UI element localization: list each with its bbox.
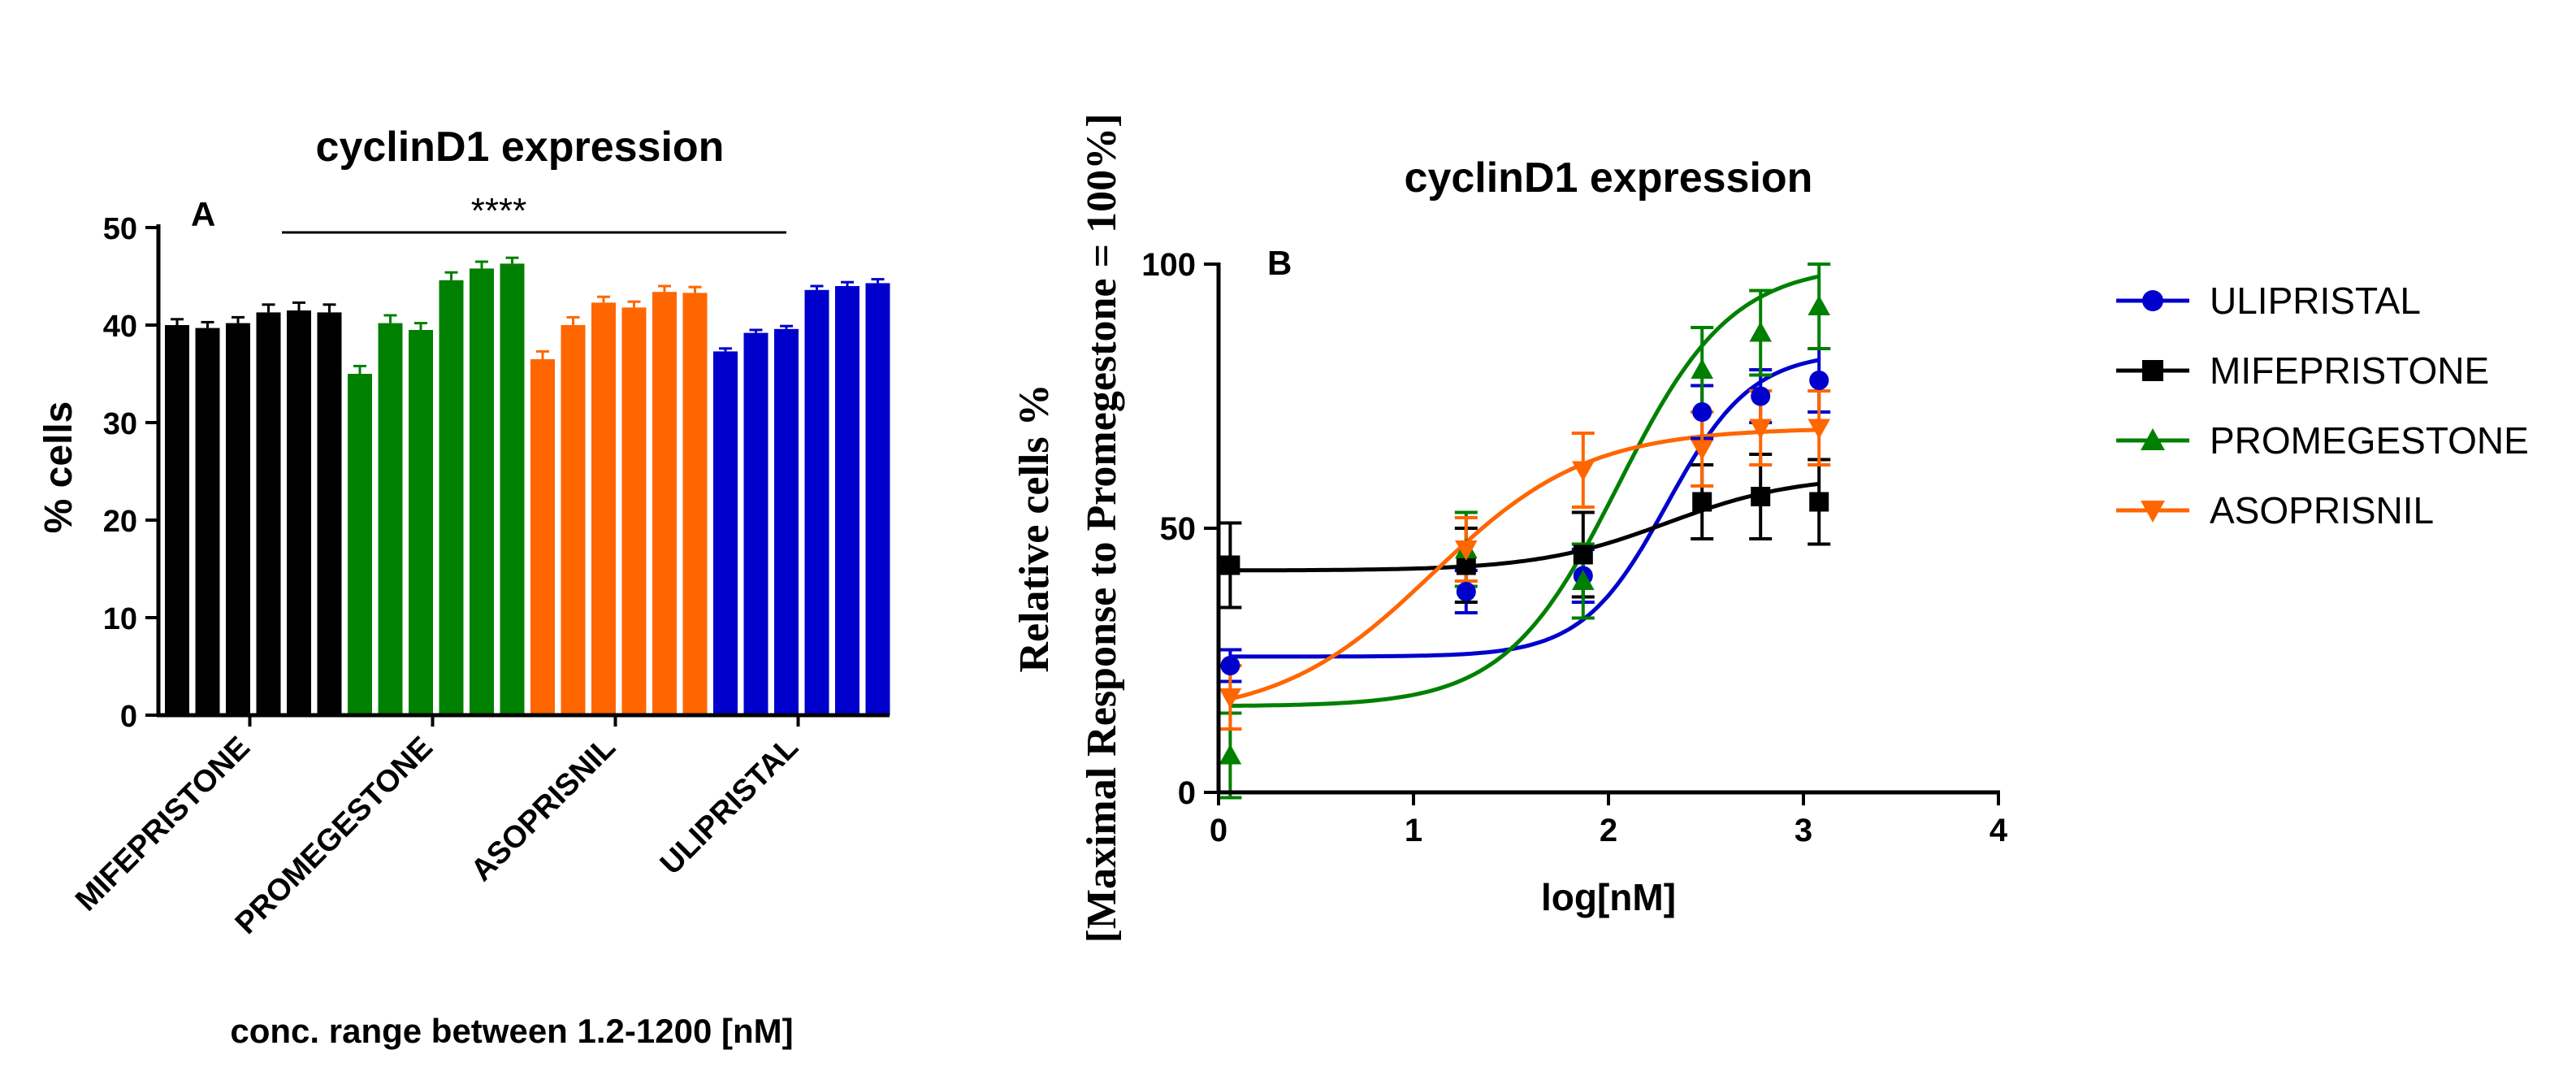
data-point bbox=[1692, 492, 1712, 512]
data-point bbox=[1809, 492, 1829, 512]
legend-label: ULIPRISTAL bbox=[2210, 280, 2421, 322]
fit-curve bbox=[1230, 358, 1820, 659]
data-point bbox=[1219, 744, 1242, 765]
legend-marker bbox=[2142, 290, 2163, 311]
bar bbox=[500, 263, 525, 715]
y-tick-label: 50 bbox=[103, 212, 137, 246]
x-tick-label: 3 bbox=[1795, 813, 1812, 848]
bar bbox=[439, 280, 464, 715]
x-tick-label: ULIPRISTAL bbox=[654, 731, 805, 882]
legend-label: PROMEGESTONE bbox=[2210, 419, 2529, 462]
x-tick-label: 1 bbox=[1405, 813, 1422, 848]
panel-b-title: cyclinD1 expression bbox=[1405, 154, 1813, 202]
y-tick-label: 30 bbox=[103, 407, 137, 441]
bar bbox=[195, 328, 220, 715]
legend-label: ASOPRISNIL bbox=[2210, 489, 2434, 531]
panel-b-ylabel-line2: [Maximal Response to Promegestone = 100%… bbox=[1079, 114, 1125, 944]
data-point bbox=[1749, 321, 1772, 342]
bar bbox=[409, 330, 433, 715]
panel-b-label: B bbox=[1267, 244, 1292, 282]
bar bbox=[561, 325, 586, 715]
x-tick-label: 4 bbox=[1989, 813, 2008, 848]
legend-marker bbox=[2141, 501, 2165, 523]
bar bbox=[743, 332, 768, 715]
data-point bbox=[1220, 656, 1240, 675]
bar bbox=[348, 374, 372, 715]
panel-b-ylabel-line1: Relative cells % bbox=[1011, 384, 1058, 672]
y-tick-label: 50 bbox=[1160, 511, 1197, 547]
x-tick-label: 0 bbox=[1210, 813, 1227, 848]
bar bbox=[287, 310, 311, 715]
x-tick-label: ASOPRISNIL bbox=[465, 731, 622, 888]
bar bbox=[317, 312, 342, 715]
y-tick-label: 10 bbox=[103, 602, 137, 636]
bar bbox=[865, 283, 890, 715]
panel-b-xlabel: log[nM] bbox=[1541, 876, 1676, 918]
data-point bbox=[1455, 540, 1478, 561]
bar bbox=[256, 312, 281, 715]
y-tick-label: 0 bbox=[1178, 775, 1196, 811]
fit-curve bbox=[1229, 427, 1820, 701]
bar bbox=[470, 268, 494, 715]
bar bbox=[226, 323, 250, 715]
data-point bbox=[1751, 487, 1771, 506]
panel-b: cyclinD1 expression B Relative cells % [… bbox=[1011, 114, 2529, 944]
data-point bbox=[1749, 419, 1772, 440]
data-point bbox=[1219, 688, 1242, 709]
fit-curve bbox=[1230, 481, 1820, 573]
panel-a-title: cyclinD1 expression bbox=[316, 124, 725, 171]
bar bbox=[774, 328, 799, 715]
significance-label: **** bbox=[471, 191, 527, 231]
data-point bbox=[1572, 570, 1595, 591]
bar bbox=[682, 293, 708, 715]
data-point bbox=[1220, 555, 1240, 575]
data-point bbox=[1808, 295, 1830, 316]
bar bbox=[165, 325, 189, 715]
bar bbox=[713, 351, 738, 715]
fit-curve bbox=[1230, 274, 1820, 708]
legend-marker bbox=[2142, 360, 2163, 381]
panel-a-label: A bbox=[191, 195, 215, 233]
bar bbox=[804, 289, 829, 715]
legend-label: MIFEPRISTONE bbox=[2210, 349, 2489, 392]
data-point bbox=[1751, 386, 1771, 406]
bar bbox=[835, 286, 859, 715]
data-point bbox=[1808, 419, 1830, 440]
data-point bbox=[1809, 371, 1829, 390]
data-point bbox=[1692, 402, 1712, 422]
data-point bbox=[1691, 440, 1713, 461]
data-point bbox=[1691, 358, 1713, 380]
panel-a: cyclinD1 expression A **** % cells conc.… bbox=[37, 124, 890, 1050]
y-tick-label: 0 bbox=[120, 700, 137, 734]
x-tick-label: MIFEPRISTONE bbox=[69, 731, 257, 918]
legend-marker bbox=[2141, 428, 2165, 450]
y-tick-label: 20 bbox=[103, 505, 137, 539]
bar bbox=[591, 302, 616, 715]
bar bbox=[621, 307, 647, 715]
x-tick-label: 2 bbox=[1600, 813, 1617, 848]
bar bbox=[378, 323, 403, 715]
panel-a-ylabel: % cells bbox=[37, 401, 80, 534]
data-point bbox=[1572, 461, 1595, 482]
bar bbox=[530, 359, 555, 715]
bar bbox=[652, 292, 677, 715]
panel-a-xlabel: conc. range between 1.2-1200 [nM] bbox=[230, 1012, 793, 1050]
y-tick-label: 100 bbox=[1141, 247, 1196, 283]
x-tick-label: PROMEGESTONE bbox=[229, 731, 439, 941]
data-point bbox=[1573, 545, 1593, 565]
y-tick-label: 40 bbox=[103, 310, 137, 344]
data-point bbox=[1456, 582, 1476, 601]
